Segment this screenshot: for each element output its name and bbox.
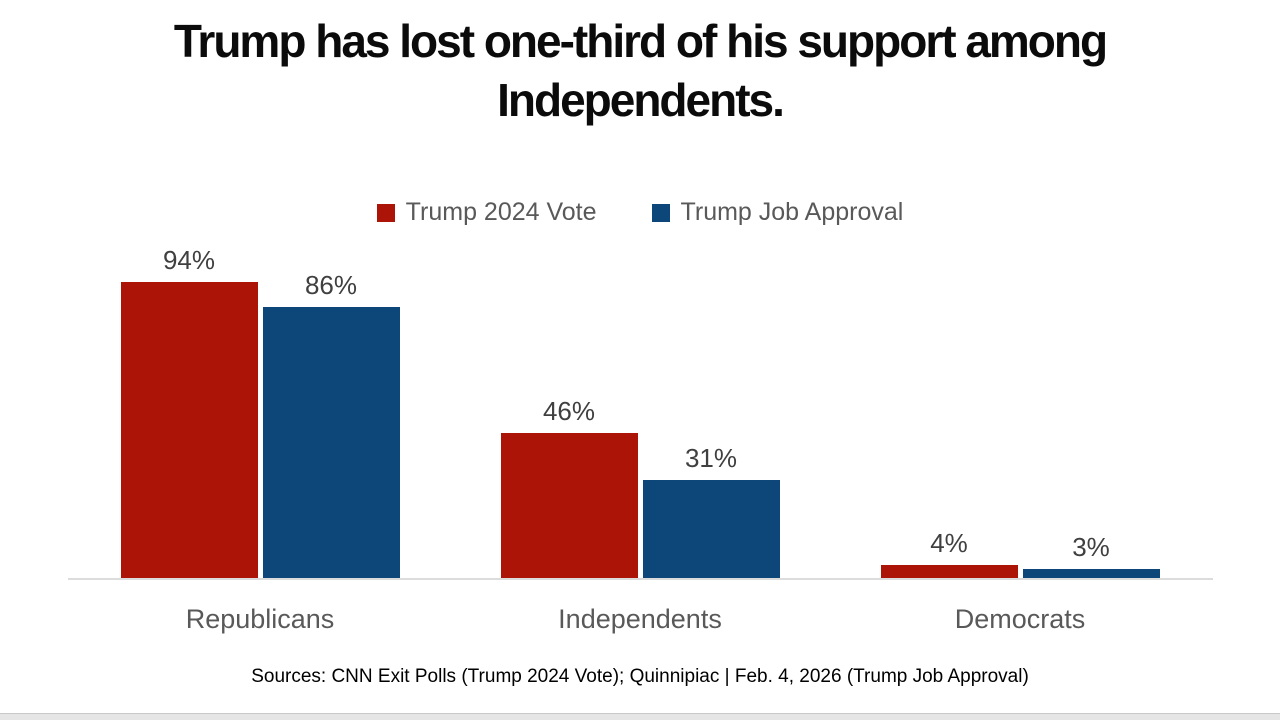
- bar-trump-job-approval: [642, 480, 780, 578]
- bar-trump-2024-vote: [880, 565, 1018, 578]
- bar-group-independents: 46% 31%: [450, 396, 830, 578]
- category-axis-labels: Republicans Independents Democrats: [70, 604, 1210, 635]
- chart-legend: Trump 2024 Vote Trump Job Approval: [0, 198, 1280, 227]
- bar-value-label: 4%: [930, 528, 968, 559]
- source-attribution: Sources: CNN Exit Polls (Trump 2024 Vote…: [251, 666, 1029, 687]
- bar-trump-2024-vote: [500, 433, 638, 578]
- bar-value-label: 3%: [1072, 531, 1110, 562]
- legend-item-trump-job-approval: Trump Job Approval: [651, 198, 904, 227]
- bar-column: 86%: [262, 270, 400, 578]
- bar-trump-2024-vote: [120, 282, 258, 578]
- footer-band: [0, 714, 1280, 720]
- bar-value-label: 46%: [542, 396, 596, 427]
- legend-swatch-blue: [651, 203, 670, 222]
- bar-trump-job-approval: [262, 307, 400, 578]
- bar-column: 4%: [880, 528, 1018, 578]
- bar-group-democrats: 4% 3%: [830, 528, 1210, 578]
- bar-column: 94%: [120, 245, 258, 578]
- bar-value-label: 86%: [304, 270, 358, 301]
- legend-label: Trump 2024 Vote: [405, 198, 597, 226]
- bar-column: 46%: [500, 396, 638, 578]
- legend-label: Trump Job Approval: [680, 198, 904, 226]
- bar-column: 31%: [642, 443, 780, 578]
- footer-divider-line: [0, 713, 1280, 714]
- bar-chart-plot-area: 94% 86% 46% 31% 4% 3%: [70, 245, 1210, 578]
- bar-value-label: 94%: [162, 245, 216, 275]
- x-axis-baseline: [68, 578, 1213, 580]
- category-label-independents: Independents: [558, 604, 722, 634]
- category-label-republicans: Republicans: [185, 604, 335, 634]
- category-label-democrats: Democrats: [954, 604, 1086, 634]
- bar-trump-job-approval: [1022, 568, 1160, 578]
- bar-value-label: 31%: [684, 443, 738, 474]
- chart-title: Trump has lost one-third of his support …: [173, 15, 1108, 126]
- legend-swatch-red: [376, 203, 395, 222]
- bar-group-republicans: 94% 86%: [70, 245, 450, 578]
- legend-item-trump-2024-vote: Trump 2024 Vote: [376, 198, 597, 227]
- bar-column: 3%: [1022, 531, 1160, 578]
